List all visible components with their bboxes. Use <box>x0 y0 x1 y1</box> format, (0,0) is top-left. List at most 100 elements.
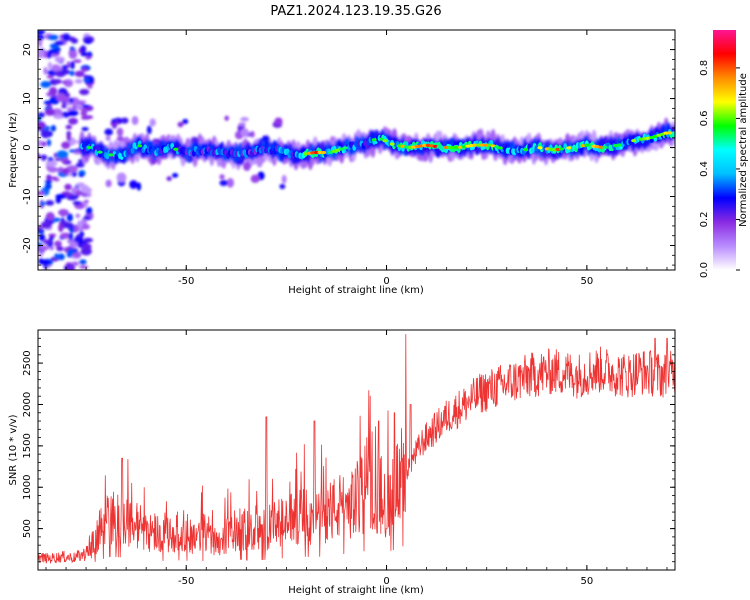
colorbar-bar <box>713 30 736 270</box>
noise-blob <box>72 200 82 206</box>
noise-blob <box>39 259 51 266</box>
colorbar-ticks: 0.0 0.2 0.4 0.6 0.8 <box>699 60 740 278</box>
snr-line-layer <box>38 334 675 564</box>
y-tick-label: -10 <box>22 188 33 204</box>
spectrogram-x-ticks: -50 0 50 <box>45 30 668 287</box>
figure-title: PAZ1.2024.123.19.35.G26 <box>270 4 441 19</box>
noise-blob <box>46 139 52 147</box>
noise-blob <box>85 56 92 60</box>
noise-blob <box>74 78 83 84</box>
noise-blob <box>66 213 73 222</box>
snr-series-line <box>38 334 675 564</box>
noise-blob <box>65 222 74 229</box>
noise-blob <box>47 61 53 70</box>
x-tick-label: -50 <box>178 576 194 587</box>
noise-blob <box>83 74 88 80</box>
noise-blob <box>53 79 62 84</box>
noise-blob <box>80 116 91 120</box>
ridge-peak <box>522 147 529 152</box>
noise-blob <box>75 162 85 168</box>
ridge-peak <box>443 145 449 150</box>
colorbar-label: Normalized spectral amplitude <box>738 73 749 227</box>
noise-blob <box>38 228 45 234</box>
y-tick-label: 500 <box>22 519 33 538</box>
noise-blob <box>54 253 59 260</box>
noise-blob <box>38 251 44 257</box>
scatter-blob <box>274 117 283 126</box>
noise-blob <box>68 117 78 125</box>
snr-frame <box>37 329 676 571</box>
noise-blob <box>69 70 75 76</box>
ridge-peak <box>108 153 114 157</box>
noise-blob <box>38 190 45 196</box>
spectrogram-x-label: Height of straight line (km) <box>288 285 424 296</box>
noise-blob <box>80 247 92 256</box>
noise-blob <box>38 139 42 144</box>
spectrogram-panel: -50 0 50 -20 -10 0 10 20 Height of straight li… <box>8 29 676 296</box>
noise-blob <box>38 245 49 251</box>
noise-blob <box>38 153 41 160</box>
noise-blob <box>59 69 71 75</box>
noise-blob <box>77 220 83 229</box>
y-tick-label: 2500 <box>22 350 33 375</box>
noise-blob <box>61 103 67 109</box>
ridge-peak <box>559 147 565 151</box>
ridge-peak <box>313 150 320 155</box>
ridge-core <box>80 128 675 160</box>
spectrogram-y-ticks: -20 -10 0 10 20 <box>22 29 675 266</box>
noise-blob <box>43 239 51 245</box>
ridge-point <box>249 150 254 157</box>
noise-blob <box>38 34 45 41</box>
ridge-peak <box>602 145 608 149</box>
noise-blob <box>54 56 65 63</box>
ridge-peak <box>497 146 503 150</box>
y-tick-label: 1500 <box>22 433 33 458</box>
ridge-peak <box>173 147 179 151</box>
ridge-peak <box>97 150 103 154</box>
noise-blob <box>74 70 85 78</box>
scatter-blob <box>131 115 139 125</box>
noise-blob <box>50 176 58 180</box>
y-tick-label: 2000 <box>22 392 33 417</box>
noise-blob <box>83 215 92 221</box>
scatter-blob <box>238 122 246 127</box>
ridge-peak <box>317 150 323 155</box>
noise-blob <box>45 160 58 167</box>
noise-blob <box>48 233 57 237</box>
scatter-blob <box>226 177 234 188</box>
noise-blob <box>56 150 69 159</box>
noise-blob <box>78 173 85 178</box>
noise-blob <box>75 213 81 219</box>
noise-blob <box>54 240 62 248</box>
noise-blob <box>55 196 62 204</box>
scatter-blob <box>116 172 127 183</box>
noise-blob <box>43 67 48 75</box>
scatter-blob <box>120 117 129 124</box>
ridge-point <box>96 145 101 153</box>
spectrogram-frame <box>37 29 676 271</box>
snr-x-label: Height of straight line (km) <box>288 585 424 596</box>
noise-blob <box>81 67 88 72</box>
scatter-blob <box>224 115 229 121</box>
ridge-peak <box>479 143 485 147</box>
noise-blob <box>80 108 88 118</box>
scatter-blob <box>219 174 225 180</box>
noise-blob <box>69 241 78 248</box>
noise-blob <box>47 34 59 41</box>
x-tick-label: 0 <box>383 576 389 587</box>
noise-blob <box>54 157 60 162</box>
colorbar-tick-label: 0.6 <box>699 110 710 126</box>
noise-blob <box>80 45 87 54</box>
noise-blob <box>65 124 73 130</box>
noise-blob <box>44 179 53 184</box>
noise-blob <box>67 264 74 270</box>
noise-blob <box>53 114 64 119</box>
scatter-blob <box>146 125 152 135</box>
ridge-peak <box>342 146 348 150</box>
noise-blob <box>76 182 85 187</box>
noise-blob <box>64 183 72 191</box>
noise-blob <box>40 201 47 206</box>
snr-x-ticks: -50 0 50 <box>45 330 668 587</box>
noise-blob <box>68 36 76 42</box>
